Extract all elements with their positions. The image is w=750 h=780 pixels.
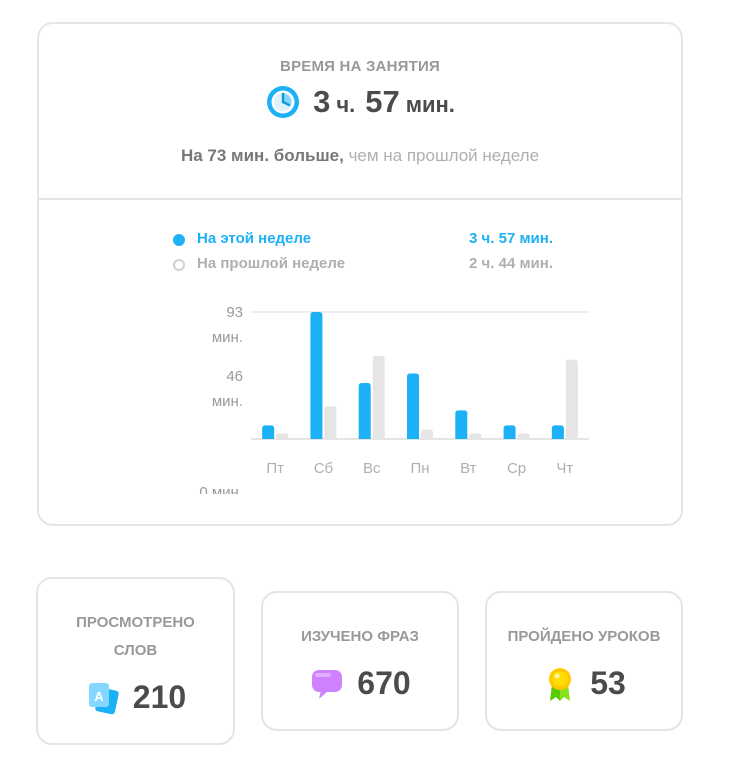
y-tick-label: 0 мин. <box>199 484 243 494</box>
time-heading: ВРЕМЯ НА ЗАНЯТИЯ <box>280 58 440 75</box>
bar-this-week <box>262 425 275 439</box>
x-tick-label: Сб <box>314 460 333 477</box>
stat-value-phrases: 670 <box>357 665 411 701</box>
bar-last-week <box>421 429 433 439</box>
stat-value-row-phrases: 670 <box>263 665 457 702</box>
legend-last-week: На прошлой неделе 2 ч. 44 мин. <box>173 255 553 275</box>
minutes-value: 57 <box>365 84 400 119</box>
bar-this-week <box>358 383 371 439</box>
x-tick-label: Ср <box>507 460 526 477</box>
y-tick-label: 93 <box>226 304 243 321</box>
x-tick-label: Пт <box>266 460 284 477</box>
stat-card-words: ПРОСМОТРЕНО СЛОВ A 210 <box>36 577 235 745</box>
legend-dot-this-week <box>173 234 185 246</box>
stat-value-words: 210 <box>132 679 187 715</box>
x-tick-label: Вт <box>460 460 477 477</box>
x-tick-label: Пн <box>410 460 429 477</box>
bar-this-week <box>503 425 516 439</box>
stat-value-lessons: 53 <box>590 665 626 701</box>
stat-value-row-words: A 210 <box>38 679 233 716</box>
x-tick-label: Чт <box>556 460 573 477</box>
bar-this-week <box>310 312 323 439</box>
legend-label-last-week: На прошлой неделе <box>197 255 346 272</box>
medal-icon <box>549 667 572 701</box>
time-summary: ВРЕМЯ НА ЗАНЯТИЯ 3 ч. 57 мин. На 73 мин.… <box>39 24 681 200</box>
weekly-time-chart: 93 мин. 46 мин. 0 мин. Пт Сб Вс Пн Вт Ср Чт <box>199 304 589 494</box>
y-tick-unit: мин. <box>212 329 243 346</box>
legend-dot-last-week <box>173 259 185 271</box>
stat-label-words: ПРОСМОТРЕНО СЛОВ <box>38 609 233 665</box>
bar-this-week <box>407 373 419 439</box>
legend-value-last-week: 2 ч. 44 мин. <box>469 255 553 272</box>
stat-label-words-line2: СЛОВ <box>113 642 158 659</box>
stat-label-words-line1: ПРОСМОТРЕНО <box>76 614 195 631</box>
y-tick-label: 46 <box>226 368 243 385</box>
bar-last-week <box>276 433 289 439</box>
y-tick-unit: мин. <box>212 393 243 410</box>
bar-this-week <box>455 410 468 439</box>
hours-value: 3 <box>313 84 331 119</box>
bar-last-week <box>469 433 482 439</box>
minutes-unit: мин. <box>405 92 455 117</box>
clock-icon <box>267 86 300 118</box>
stat-card-phrases: ИЗУЧЕНО ФРАЗ 670 <box>261 591 459 731</box>
weekly-comparison: На 73 мин. больше, чем на прошлой неделе <box>39 146 681 166</box>
legend-this-week: На этой неделе 3 ч. 57 мин. <box>173 230 553 250</box>
bar-this-week <box>551 425 564 439</box>
svg-text:A: A <box>94 689 104 704</box>
bar-last-week <box>324 406 337 439</box>
total-time: 3 ч. 57 мин. <box>39 84 681 120</box>
bar-last-week <box>372 355 385 439</box>
legend-value-this-week: 3 ч. 57 мин. <box>469 230 553 247</box>
x-tick-label: Вс <box>363 460 381 477</box>
hours-unit: ч. <box>336 92 356 117</box>
comparison-text: чем на прошлой неделе <box>348 146 540 165</box>
bar-last-week <box>517 433 530 439</box>
word-cards-icon: A <box>88 682 119 714</box>
bar-last-week <box>565 359 578 439</box>
comparison-amount: На 73 мин. больше, <box>180 146 344 165</box>
speech-bubble-icon <box>312 669 343 699</box>
stat-label-lessons: ПРОЙДЕНО УРОКОВ <box>507 628 661 645</box>
legend-label-this-week: На этой неделе <box>197 230 312 247</box>
time-on-lessons-card: ВРЕМЯ НА ЗАНЯТИЯ 3 ч. 57 мин. На 73 мин.… <box>37 22 683 526</box>
stat-label-phrases: ИЗУЧЕНО ФРАЗ <box>301 628 419 645</box>
stat-value-row-lessons: 53 <box>487 665 681 702</box>
stat-card-lessons: ПРОЙДЕНО УРОКОВ 53 <box>485 591 683 731</box>
